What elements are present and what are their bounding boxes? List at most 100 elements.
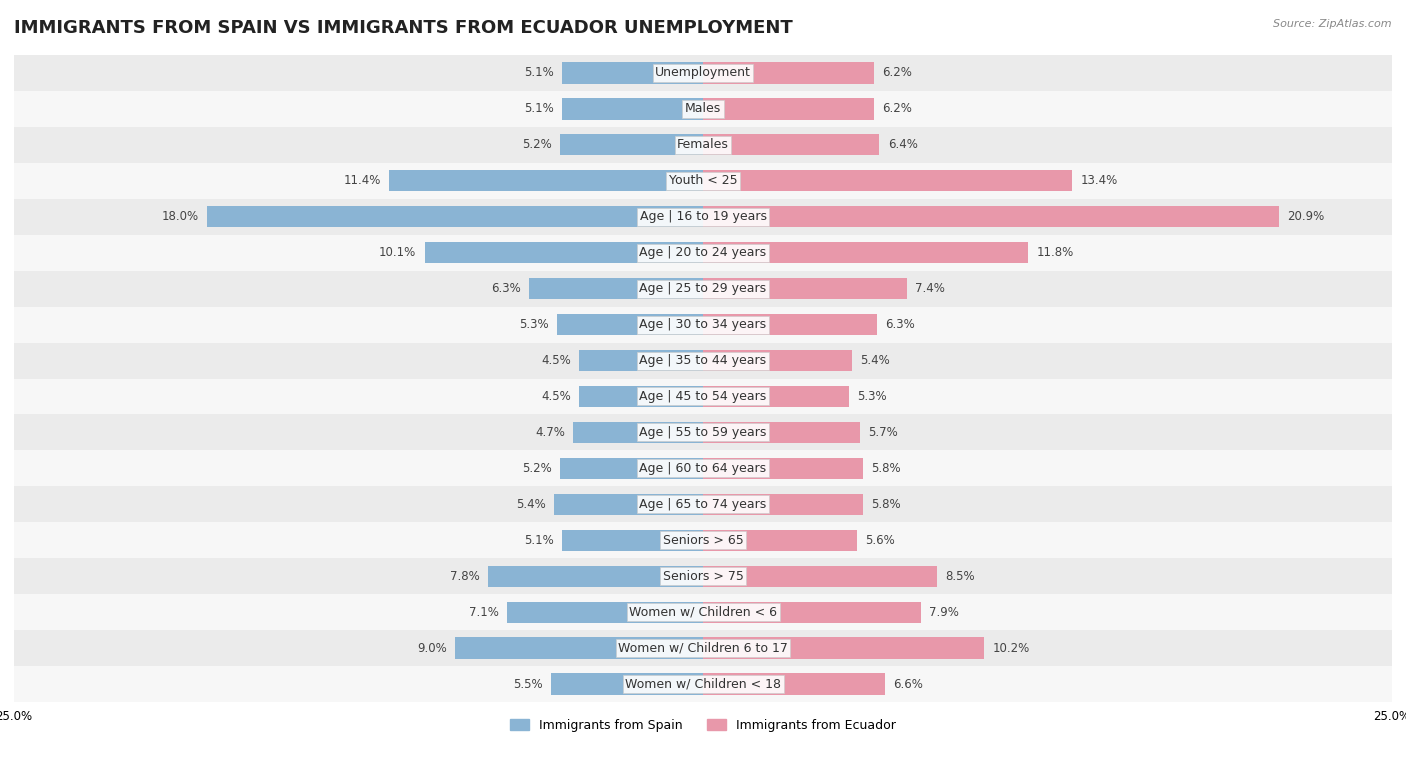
Text: Women w/ Children < 18: Women w/ Children < 18 [626, 678, 780, 690]
Bar [703, 134, 879, 155]
Text: 7.4%: 7.4% [915, 282, 945, 295]
Bar [703, 313, 876, 335]
Text: 5.4%: 5.4% [860, 354, 890, 367]
Text: 5.4%: 5.4% [516, 498, 546, 511]
Text: 5.6%: 5.6% [866, 534, 896, 547]
Bar [14, 594, 1392, 631]
Text: Women w/ Children 6 to 17: Women w/ Children 6 to 17 [619, 642, 787, 655]
Text: Source: ZipAtlas.com: Source: ZipAtlas.com [1274, 19, 1392, 29]
Bar [703, 386, 849, 407]
Text: 5.8%: 5.8% [872, 498, 901, 511]
Bar [703, 422, 860, 444]
Bar [456, 637, 703, 659]
Bar [488, 565, 703, 587]
Text: Youth < 25: Youth < 25 [669, 174, 737, 187]
Bar [703, 565, 938, 587]
Text: Age | 25 to 29 years: Age | 25 to 29 years [640, 282, 766, 295]
Text: Seniors > 75: Seniors > 75 [662, 570, 744, 583]
Text: Age | 30 to 34 years: Age | 30 to 34 years [640, 318, 766, 331]
Text: 7.1%: 7.1% [470, 606, 499, 618]
Bar [703, 530, 858, 551]
Bar [703, 278, 907, 299]
Text: 5.7%: 5.7% [869, 426, 898, 439]
Bar [703, 602, 921, 623]
Text: 11.4%: 11.4% [343, 174, 381, 187]
Bar [579, 386, 703, 407]
Bar [14, 198, 1392, 235]
Text: 7.9%: 7.9% [929, 606, 959, 618]
Bar [562, 530, 703, 551]
Text: IMMIGRANTS FROM SPAIN VS IMMIGRANTS FROM ECUADOR UNEMPLOYMENT: IMMIGRANTS FROM SPAIN VS IMMIGRANTS FROM… [14, 19, 793, 37]
Bar [14, 91, 1392, 126]
Text: 5.3%: 5.3% [858, 390, 887, 403]
Text: 6.3%: 6.3% [491, 282, 522, 295]
Text: 10.1%: 10.1% [380, 246, 416, 259]
Bar [14, 559, 1392, 594]
Bar [14, 666, 1392, 702]
Text: Males: Males [685, 102, 721, 115]
Text: Seniors > 65: Seniors > 65 [662, 534, 744, 547]
Text: Age | 65 to 74 years: Age | 65 to 74 years [640, 498, 766, 511]
Text: 13.4%: 13.4% [1081, 174, 1118, 187]
Text: 5.2%: 5.2% [522, 462, 551, 475]
Text: 6.3%: 6.3% [884, 318, 915, 331]
Bar [14, 55, 1392, 91]
Bar [560, 458, 703, 479]
Text: 5.1%: 5.1% [524, 67, 554, 79]
Text: 4.5%: 4.5% [541, 390, 571, 403]
Text: 6.2%: 6.2% [882, 102, 912, 115]
Text: 5.5%: 5.5% [513, 678, 543, 690]
Text: Age | 16 to 19 years: Age | 16 to 19 years [640, 210, 766, 223]
Text: 20.9%: 20.9% [1288, 210, 1324, 223]
Bar [562, 62, 703, 83]
Bar [703, 241, 1028, 263]
Bar [574, 422, 703, 444]
Text: 7.8%: 7.8% [450, 570, 479, 583]
Text: 4.7%: 4.7% [536, 426, 565, 439]
Bar [207, 206, 703, 227]
Text: Age | 45 to 54 years: Age | 45 to 54 years [640, 390, 766, 403]
Bar [14, 342, 1392, 378]
Bar [14, 522, 1392, 559]
Text: Unemployment: Unemployment [655, 67, 751, 79]
Bar [14, 126, 1392, 163]
Text: 4.5%: 4.5% [541, 354, 571, 367]
Bar [389, 170, 703, 192]
Bar [14, 487, 1392, 522]
Text: 6.2%: 6.2% [882, 67, 912, 79]
Text: Age | 35 to 44 years: Age | 35 to 44 years [640, 354, 766, 367]
Bar [703, 62, 875, 83]
Bar [14, 307, 1392, 342]
Bar [562, 98, 703, 120]
Bar [554, 494, 703, 516]
Text: 18.0%: 18.0% [162, 210, 198, 223]
Bar [425, 241, 703, 263]
Bar [703, 674, 884, 695]
Bar [14, 631, 1392, 666]
Text: Age | 60 to 64 years: Age | 60 to 64 years [640, 462, 766, 475]
Bar [703, 206, 1279, 227]
Text: 11.8%: 11.8% [1036, 246, 1074, 259]
Text: Females: Females [678, 139, 728, 151]
Bar [560, 134, 703, 155]
Text: 10.2%: 10.2% [993, 642, 1029, 655]
Bar [703, 458, 863, 479]
Bar [14, 450, 1392, 487]
Bar [14, 415, 1392, 450]
Text: 6.6%: 6.6% [893, 678, 922, 690]
Bar [530, 278, 703, 299]
Text: Women w/ Children < 6: Women w/ Children < 6 [628, 606, 778, 618]
Text: 5.1%: 5.1% [524, 534, 554, 547]
Bar [14, 235, 1392, 270]
Bar [551, 674, 703, 695]
Bar [14, 163, 1392, 198]
Text: Age | 55 to 59 years: Age | 55 to 59 years [640, 426, 766, 439]
Text: 9.0%: 9.0% [418, 642, 447, 655]
Bar [703, 350, 852, 371]
Bar [703, 98, 875, 120]
Legend: Immigrants from Spain, Immigrants from Ecuador: Immigrants from Spain, Immigrants from E… [505, 714, 901, 737]
Bar [579, 350, 703, 371]
Bar [703, 494, 863, 516]
Text: 5.8%: 5.8% [872, 462, 901, 475]
Text: 8.5%: 8.5% [945, 570, 976, 583]
